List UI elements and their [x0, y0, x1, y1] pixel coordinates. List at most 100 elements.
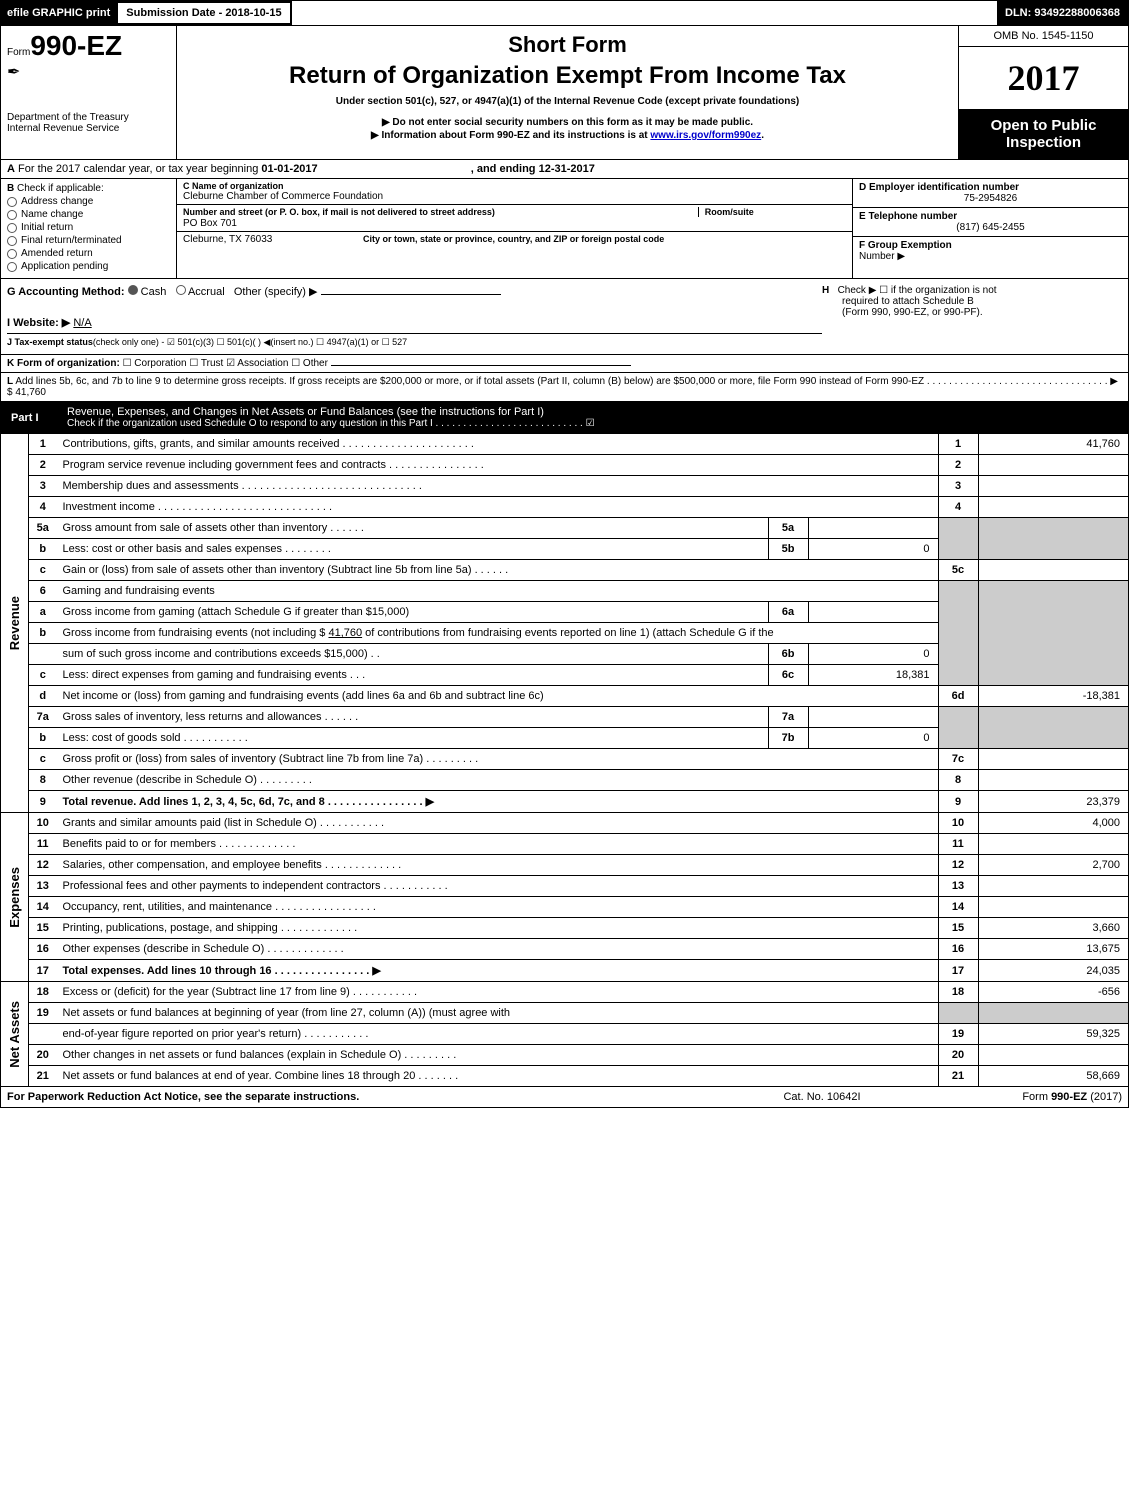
- instruction-2: ▶ Information about Form 990-EZ and its …: [197, 130, 938, 141]
- group-exempt-number: Number ▶: [859, 251, 1122, 262]
- table-row: 6 Gaming and fundraising events: [1, 581, 1128, 602]
- line-desc: Total expenses. Add lines 10 through 16 …: [57, 960, 939, 982]
- ein-value: 75-2954826: [859, 193, 1122, 204]
- line-rval: [978, 455, 1128, 476]
- line-num: 19: [29, 1003, 57, 1024]
- line-desc: Program service revenue including govern…: [57, 455, 939, 476]
- line-desc: Printing, publications, postage, and shi…: [57, 918, 939, 939]
- line-desc: Other revenue (describe in Schedule O) .…: [57, 770, 939, 791]
- i-value: N/A: [73, 317, 91, 329]
- chk-application-pending[interactable]: Application pending: [7, 261, 170, 272]
- chk-address-change[interactable]: Address change: [7, 196, 170, 207]
- g-accrual: Accrual: [188, 286, 225, 298]
- line-desc: sum of such gross income and contributio…: [57, 644, 769, 665]
- line-rval: [978, 560, 1128, 581]
- i-label: I Website: ▶: [7, 317, 70, 329]
- section-a-content: A For the 2017 calendar year, or tax yea…: [1, 160, 1128, 178]
- chk-initial-return[interactable]: Initial return: [7, 222, 170, 233]
- section-a-begin: 01-01-2017: [261, 163, 317, 175]
- g-other-input[interactable]: [321, 294, 501, 295]
- line-desc: Gross sales of inventory, less returns a…: [57, 707, 769, 728]
- line-desc: Gross income from fundraising events (no…: [57, 623, 939, 644]
- line-rval: 23,379: [978, 791, 1128, 813]
- table-row: 11 Benefits paid to or for members . . .…: [1, 834, 1128, 855]
- chk-pending-label: Application pending: [21, 261, 108, 272]
- checkbox-icon: [7, 197, 17, 207]
- chk-amended-return[interactable]: Amended return: [7, 248, 170, 259]
- table-row: 9 Total revenue. Add lines 1, 2, 3, 4, 5…: [1, 791, 1128, 813]
- header-center: Short Form Return of Organization Exempt…: [177, 26, 958, 159]
- line-num: 20: [29, 1045, 57, 1066]
- section-l: L Add lines 5b, 6c, and 7b to line 9 to …: [1, 372, 1128, 401]
- line-desc: Salaries, other compensation, and employ…: [57, 855, 939, 876]
- city-row: Cleburne, TX 76033 City or town, state o…: [177, 232, 852, 247]
- line-rval: [978, 1045, 1128, 1066]
- table-row: c Gross profit or (loss) from sales of i…: [1, 749, 1128, 770]
- table-row: 21 Net assets or fund balances at end of…: [1, 1066, 1128, 1087]
- line-num: 7a: [29, 707, 57, 728]
- table-row: 16 Other expenses (describe in Schedule …: [1, 939, 1128, 960]
- line-desc: Gaming and fundraising events: [57, 581, 939, 602]
- l6b-amount: 41,760: [328, 627, 362, 639]
- line-desc: Excess or (deficit) for the year (Subtra…: [57, 982, 939, 1003]
- line-num: 2: [29, 455, 57, 476]
- revenue-vertical-text: Revenue: [7, 596, 22, 650]
- g-other: Other (specify) ▶: [234, 286, 318, 298]
- line-desc: Investment income . . . . . . . . . . . …: [57, 497, 939, 518]
- accrual-radio-icon[interactable]: [176, 285, 186, 295]
- dln-badge: DLN: 93492288006368: [997, 1, 1128, 25]
- line-inum: 6c: [768, 665, 808, 686]
- chk-final-return[interactable]: Final return/terminated: [7, 235, 170, 246]
- line-desc: Total revenue. Add lines 1, 2, 3, 4, 5c,…: [57, 791, 939, 813]
- form-number: 990-EZ: [30, 30, 122, 61]
- section-f: F Group Exemption Number ▶: [853, 237, 1128, 278]
- line-num: c: [29, 560, 57, 581]
- line-rval: 3,660: [978, 918, 1128, 939]
- line-rval: [978, 897, 1128, 918]
- section-j: J Tax-exempt status(check only one) - ☑ …: [7, 333, 822, 348]
- table-row: Expenses 10 Grants and similar amounts p…: [1, 813, 1128, 834]
- line-rnum: 8: [938, 770, 978, 791]
- table-row: 14 Occupancy, rent, utilities, and maint…: [1, 897, 1128, 918]
- top-bar: efile GRAPHIC print Submission Date - 20…: [1, 1, 1128, 25]
- line-rval: [978, 497, 1128, 518]
- j-detail: (check only one) - ☑ 501(c)(3) ☐ 501(c)(…: [93, 337, 407, 347]
- chk-amended-label: Amended return: [21, 248, 93, 259]
- tax-year: 2017: [959, 47, 1128, 109]
- section-b: B Check if applicable: Address change Na…: [1, 179, 177, 278]
- table-row: 17 Total expenses. Add lines 10 through …: [1, 960, 1128, 982]
- line-ival: [808, 602, 938, 623]
- checkbox-icon: [7, 262, 17, 272]
- k-detail: ☐ Corporation ☐ Trust ☑ Association ☐ Ot…: [123, 358, 328, 369]
- k-other-input[interactable]: [331, 365, 631, 366]
- line-num: 4: [29, 497, 57, 518]
- line-ival: 0: [808, 728, 938, 749]
- line-desc: Professional fees and other payments to …: [57, 876, 939, 897]
- line-desc: Occupancy, rent, utilities, and maintena…: [57, 897, 939, 918]
- line-desc: Net assets or fund balances at beginning…: [57, 1003, 939, 1024]
- header-left: Form990-EZ ✒ Department of the Treasury …: [1, 26, 177, 159]
- line-rnum: 12: [938, 855, 978, 876]
- table-row: 19 Net assets or fund balances at beginn…: [1, 1003, 1128, 1024]
- line-num: 5a: [29, 518, 57, 539]
- cash-radio-icon[interactable]: [128, 285, 138, 295]
- line-inum: 7b: [768, 728, 808, 749]
- part-1-header: Part I Revenue, Expenses, and Changes in…: [1, 401, 1128, 433]
- line-rnum: 2: [938, 455, 978, 476]
- line-num: 13: [29, 876, 57, 897]
- footer-right: Form 990-EZ (2017): [922, 1091, 1122, 1103]
- line-ival: [808, 707, 938, 728]
- section-a-mid-text: , and ending: [471, 163, 539, 175]
- line-num: a: [29, 602, 57, 623]
- section-i: I Website: ▶ N/A: [7, 316, 822, 329]
- line-num: 15: [29, 918, 57, 939]
- irs-link[interactable]: www.irs.gov/form990ez: [650, 130, 761, 141]
- line-rval: [978, 834, 1128, 855]
- section-a-mid: , and ending: [471, 163, 539, 175]
- line-desc: Less: cost or other basis and sales expe…: [57, 539, 769, 560]
- chk-name-change[interactable]: Name change: [7, 209, 170, 220]
- return-title: Return of Organization Exempt From Incom…: [197, 62, 938, 90]
- line-num: 11: [29, 834, 57, 855]
- line-rval: -18,381: [978, 686, 1128, 707]
- line-num: 8: [29, 770, 57, 791]
